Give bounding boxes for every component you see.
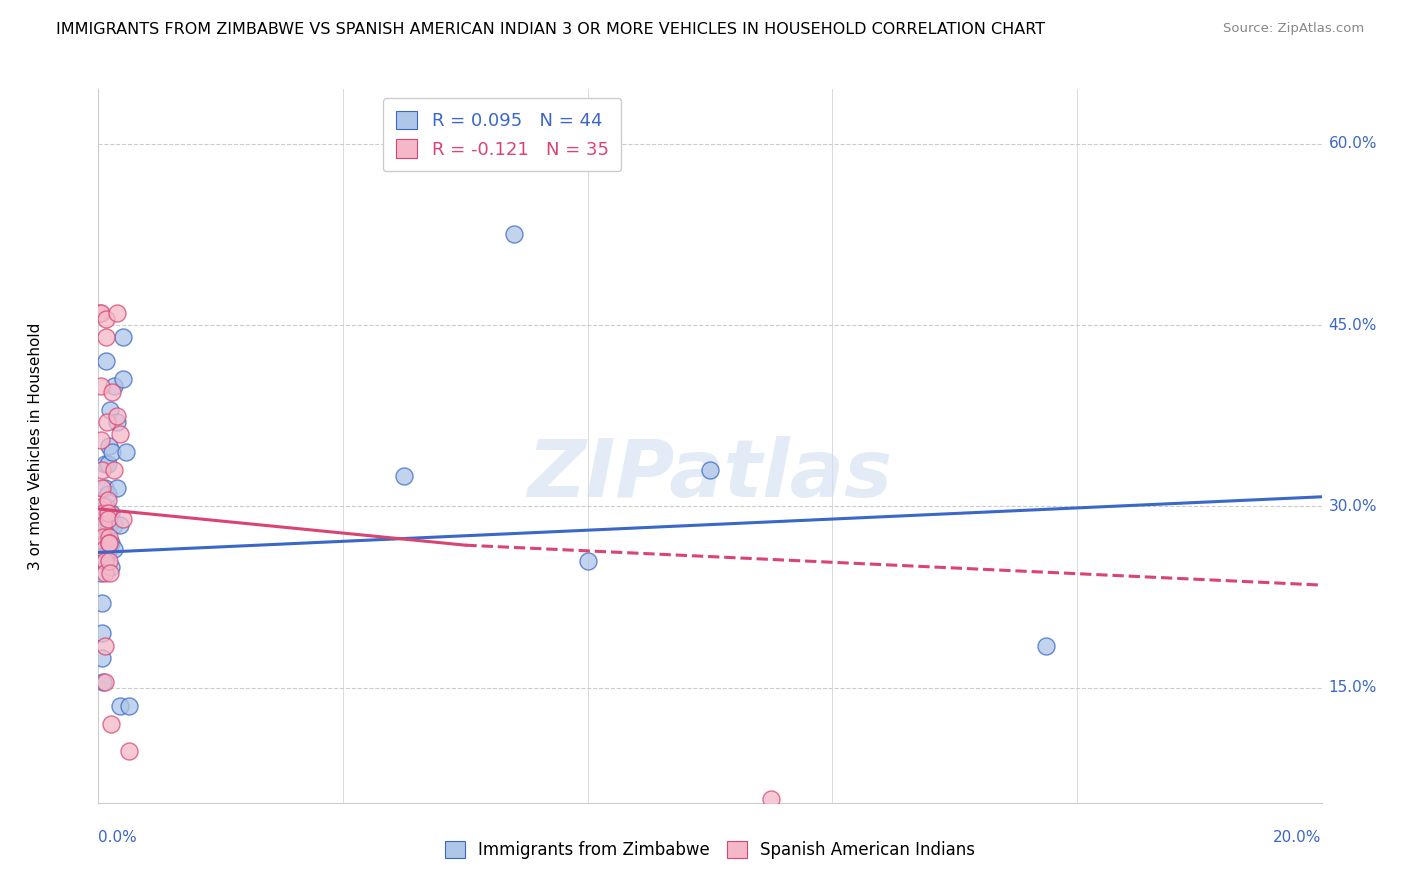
Point <box>576 554 599 568</box>
Point <box>105 409 128 423</box>
Point <box>111 511 134 525</box>
Point <box>90 566 112 580</box>
Point <box>93 566 115 580</box>
Point <box>94 500 117 514</box>
Point <box>103 463 125 477</box>
Point <box>699 463 721 477</box>
Point <box>93 535 115 549</box>
Point <box>503 227 526 242</box>
Text: Source: ZipAtlas.com: Source: ZipAtlas.com <box>1223 22 1364 36</box>
Point <box>108 699 131 714</box>
Point <box>100 560 122 574</box>
Point <box>91 463 114 477</box>
Point <box>96 517 118 532</box>
Point <box>98 402 121 417</box>
Point <box>97 457 120 471</box>
Point <box>90 433 112 447</box>
Text: 3 or more Vehicles in Household: 3 or more Vehicles in Household <box>28 322 42 570</box>
Text: ZIPatlas: ZIPatlas <box>527 435 893 514</box>
Point <box>759 792 782 806</box>
Point <box>111 372 134 386</box>
Point <box>94 354 117 368</box>
Point <box>90 541 112 556</box>
Point <box>100 535 122 549</box>
Point <box>91 530 114 544</box>
Point <box>100 717 122 731</box>
Point <box>93 554 115 568</box>
Point <box>94 312 117 326</box>
Point <box>118 744 141 758</box>
Point <box>111 330 134 344</box>
Point <box>105 481 128 495</box>
Point <box>89 306 111 320</box>
Point <box>105 415 128 429</box>
Point <box>392 469 416 483</box>
Point <box>91 626 114 640</box>
Point <box>103 378 125 392</box>
Point <box>98 541 121 556</box>
Point <box>96 506 118 520</box>
Point <box>93 457 115 471</box>
Point <box>97 511 120 525</box>
Point <box>103 541 125 556</box>
Text: 60.0%: 60.0% <box>1329 136 1376 151</box>
Point <box>91 506 114 520</box>
Point <box>91 506 114 520</box>
Point <box>91 674 114 689</box>
Text: 0.0%: 0.0% <box>98 830 138 845</box>
Text: IMMIGRANTS FROM ZIMBABWE VS SPANISH AMERICAN INDIAN 3 OR MORE VEHICLES IN HOUSEH: IMMIGRANTS FROM ZIMBABWE VS SPANISH AMER… <box>56 22 1046 37</box>
Point <box>98 517 121 532</box>
Point <box>91 500 114 514</box>
Point <box>96 415 118 429</box>
Point <box>91 596 114 610</box>
Point <box>93 548 115 562</box>
Point <box>103 517 125 532</box>
Point <box>98 566 121 580</box>
Legend: Immigrants from Zimbabwe, Spanish American Indians: Immigrants from Zimbabwe, Spanish Americ… <box>439 834 981 866</box>
Point <box>97 530 120 544</box>
Text: 15.0%: 15.0% <box>1329 681 1376 696</box>
Point <box>90 378 112 392</box>
Text: 30.0%: 30.0% <box>1329 499 1376 514</box>
Text: 20.0%: 20.0% <box>1274 830 1322 845</box>
Point <box>98 554 121 568</box>
Point <box>93 481 115 495</box>
Point <box>93 541 115 556</box>
Point <box>93 554 115 568</box>
Point <box>101 384 124 399</box>
Point <box>93 639 115 653</box>
Text: 45.0%: 45.0% <box>1329 318 1376 333</box>
Point <box>91 481 114 495</box>
Point <box>97 506 120 520</box>
Point <box>93 674 115 689</box>
Point <box>100 506 122 520</box>
Point <box>105 306 128 320</box>
Point <box>91 517 114 532</box>
Point <box>91 517 114 532</box>
Point <box>96 330 118 344</box>
Point <box>118 699 141 714</box>
Point <box>91 524 114 538</box>
Point <box>108 426 131 441</box>
Point <box>90 306 112 320</box>
Point <box>97 535 120 549</box>
Point <box>108 517 131 532</box>
Point <box>97 439 120 453</box>
Point <box>98 535 121 549</box>
Point <box>97 487 120 501</box>
Point <box>97 493 120 508</box>
Point <box>115 445 138 459</box>
Point <box>1035 639 1057 653</box>
Point <box>91 650 114 665</box>
Point <box>101 445 124 459</box>
